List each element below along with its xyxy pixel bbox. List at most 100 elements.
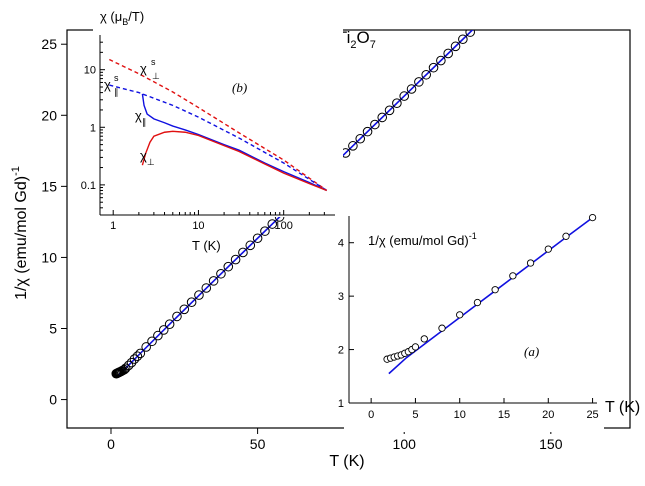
inset-a-data-point — [544, 245, 552, 253]
main-x-tick-label: 150 — [539, 436, 563, 452]
legend-chi-par-base: χ — [135, 108, 142, 123]
main-data-point — [147, 336, 157, 347]
main-data-point — [135, 348, 146, 359]
inset-b-ylabel-end: /T) — [128, 9, 144, 24]
inset-a-ylabel-base: 1/χ (emu/mol Gd) — [368, 233, 469, 248]
main-x-tick-label: 0 — [107, 436, 115, 452]
main-data-point — [153, 330, 163, 341]
inset-a-y-tick-label: 2 — [338, 345, 344, 357]
inset-a-data-point — [588, 213, 597, 222]
title-part-3: O — [356, 28, 369, 47]
inset-a-data-point — [420, 335, 428, 343]
main-data-point — [129, 354, 140, 364]
main-data-point — [443, 48, 453, 59]
main-data-point — [245, 240, 256, 251]
main-data-point — [436, 55, 446, 66]
inset-a-data-point — [456, 311, 464, 319]
main-data-point — [348, 141, 358, 151]
main-y-tick-label: 15 — [41, 178, 57, 194]
inset-b-x-tick-label: 10 — [192, 220, 204, 232]
inset-a-annotation: (a) — [524, 344, 539, 359]
main-data-point — [201, 283, 212, 293]
inset-a-x-tick-label: 20 — [542, 409, 554, 421]
inset-b-y-tick-label: 0.1 — [81, 180, 96, 192]
inset-a-y-tick-label: 4 — [338, 238, 344, 250]
inset-a-data-point — [438, 324, 446, 332]
main-data-point — [158, 325, 169, 335]
legend-chi-par-s: χ s ∥ — [104, 73, 119, 97]
main-data-point — [252, 233, 263, 244]
main-data-point — [370, 119, 380, 130]
inset-b-ylabel-base: χ (μ — [100, 9, 122, 24]
main-x-axis-label: T (K) — [329, 453, 364, 470]
main-data-point — [132, 351, 143, 362]
inset-b-chi-par-line — [141, 93, 328, 192]
inset-a-y-tick-label: 3 — [338, 291, 344, 303]
inset-b-x-axis-label: T (K) — [192, 238, 221, 253]
inset-a-background — [344, 220, 604, 432]
main-data-point — [421, 69, 432, 80]
main-y-axis-label-base: 1/χ (emu/mol Gd) — [13, 176, 30, 300]
inset-a-x-tick-label: 15 — [498, 409, 510, 421]
title-sub-3: 7 — [370, 39, 376, 51]
main-y-ticks: 0 5 10 15 20 25 — [41, 36, 67, 408]
legend-chi-par: χ∥ — [135, 108, 146, 127]
main-data-point — [406, 84, 417, 94]
main-data-point — [186, 297, 197, 308]
inset-a-x-axis-label: T (K) — [605, 399, 640, 416]
legend-chi-par-s-sub: ∥ — [114, 87, 119, 97]
main-data-point — [216, 268, 226, 279]
main-data-point — [458, 34, 468, 45]
legend-chi-par-sub: ∥ — [142, 117, 147, 127]
main-data-point — [120, 363, 131, 374]
main-data-point — [450, 41, 461, 52]
inset-b-background — [93, 27, 343, 217]
main-data-point — [172, 311, 182, 322]
main-data-point — [384, 105, 395, 116]
main-y-tick-label: 5 — [49, 321, 57, 337]
inset-b-series-layer — [109, 58, 328, 192]
inset-a-data-point — [562, 232, 570, 240]
main-data-point — [208, 276, 219, 286]
main-data-point — [230, 254, 241, 265]
inset-a-x-tick-label: 10 — [454, 409, 466, 421]
legend-chi-perp-base: χ — [140, 148, 147, 163]
inset-a-x-tick-label: 5 — [412, 409, 418, 421]
inset-b-annotation: (b) — [232, 80, 247, 95]
main-data-point — [117, 365, 128, 376]
main-y-tick-label: 10 — [41, 249, 57, 265]
inset-a-data-point — [509, 272, 517, 280]
main-data-point — [260, 226, 270, 236]
main-data-point — [141, 342, 151, 352]
legend-chi-perp-sub: ⊥ — [147, 157, 155, 167]
main-data-point — [355, 133, 366, 144]
inset-a-data-point — [491, 286, 499, 294]
main-y-tick-label: 20 — [41, 107, 57, 123]
main-plot: 0 5 0 10 0 150 0 5 10 15 20 25 T (K) 1/χ (emu/mol … — [10, 28, 631, 470]
inset-b-chi-perp-s-line — [109, 58, 328, 192]
main-data-point — [465, 30, 475, 37]
inset-b-chi-perp-line — [141, 130, 327, 192]
legend-chi-perp-s: χ s ⊥ — [140, 57, 160, 81]
main-y-tick-label: 25 — [41, 36, 57, 52]
inset-b-chi-par-s-line — [109, 84, 328, 192]
main-data-point — [223, 261, 234, 272]
inset-a-series-layer — [383, 213, 597, 375]
inset-a-x-tick-label: 25 — [586, 409, 598, 421]
legend-chi-perp-s-sub: ⊥ — [152, 71, 160, 81]
inset-a-x-tick-label: 0 — [368, 409, 374, 421]
inset-b-y-tick-label: 10 — [84, 65, 96, 77]
inset-a-data-point — [473, 298, 482, 307]
legend-chi-par-s-base: χ — [104, 77, 111, 92]
main-data-point — [414, 77, 424, 87]
inset-b-ylabel-sub: B — [122, 17, 128, 27]
main-y-tick-label: 0 — [49, 392, 57, 408]
inset-b-y-axis-label: χ (μB/T) — [100, 9, 144, 27]
inset-a-ylabel-sup: -1 — [469, 231, 477, 241]
main-data-point — [164, 319, 175, 330]
inset-b-x-tick-label: 1 — [110, 220, 116, 232]
main-data-point — [377, 112, 388, 123]
inset-a-data-point — [526, 259, 535, 267]
